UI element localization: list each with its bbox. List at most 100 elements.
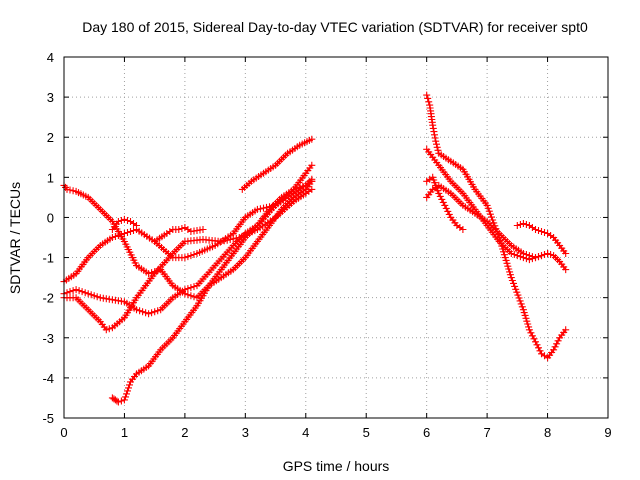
- data-point: [90, 292, 98, 300]
- data-point: [114, 398, 122, 406]
- data-point: [435, 189, 443, 197]
- data-point: [438, 195, 446, 203]
- data-point: [296, 183, 304, 191]
- y-tick-label: -2: [42, 291, 54, 306]
- data-point: [75, 287, 83, 295]
- data-point: [253, 205, 261, 213]
- series-arc-13: [513, 220, 570, 257]
- data-point: [522, 221, 530, 228]
- data-point: [439, 198, 447, 206]
- data-point: [136, 307, 144, 315]
- data-point: [190, 283, 198, 291]
- data-point: [459, 226, 467, 233]
- y-tick-label: 1: [47, 170, 54, 185]
- x-axis-label: GPS time / hours: [283, 458, 390, 474]
- data-point: [308, 135, 316, 143]
- y-tick-label: 0: [47, 210, 54, 225]
- data-point: [117, 397, 125, 405]
- series-arc-9: [423, 91, 570, 362]
- data-point: [502, 256, 510, 264]
- data-point: [547, 251, 555, 258]
- data-point: [199, 226, 207, 233]
- data-point: [226, 236, 234, 243]
- data-point: [513, 252, 521, 260]
- data-point: [145, 270, 153, 278]
- data-point: [503, 259, 511, 267]
- data-point: [513, 288, 521, 296]
- data-point: [518, 303, 526, 311]
- data-point: [260, 204, 267, 212]
- series-arc-8: [238, 135, 316, 193]
- data-point: [124, 229, 131, 236]
- y-tick-label: 3: [47, 90, 54, 105]
- x-tick-label: 1: [121, 425, 128, 440]
- y-axis-label: SDTVAR / TECUs: [7, 182, 23, 294]
- data-point: [500, 251, 508, 259]
- data-point: [308, 185, 316, 193]
- data-point: [488, 213, 495, 221]
- data-point: [69, 287, 77, 295]
- data-point: [290, 185, 298, 193]
- data-point: [519, 220, 527, 227]
- data-point: [187, 252, 195, 260]
- data-point: [554, 337, 562, 345]
- data-point: [87, 291, 95, 299]
- data-point: [220, 237, 228, 245]
- data-point: [533, 341, 541, 349]
- data-point: [190, 293, 198, 301]
- data-point: [519, 250, 527, 257]
- data-point: [190, 251, 198, 258]
- data-point: [148, 309, 156, 317]
- data-point: [532, 226, 539, 233]
- data-point: [217, 238, 225, 245]
- data-point: [538, 228, 545, 235]
- data-point: [256, 205, 264, 213]
- data-series: [60, 91, 570, 406]
- data-point: [528, 332, 536, 340]
- data-point: [126, 381, 133, 389]
- data-point: [528, 253, 536, 261]
- data-point: [72, 286, 80, 294]
- data-point: [78, 288, 86, 296]
- data-point: [541, 251, 548, 258]
- data-point: [514, 291, 522, 299]
- data-point: [69, 187, 77, 195]
- data-point: [105, 325, 113, 333]
- data-point: [184, 285, 192, 293]
- data-point: [505, 265, 513, 273]
- data-point: [513, 222, 521, 229]
- x-tick-label: 2: [181, 425, 188, 440]
- data-point: [430, 128, 438, 136]
- data-point: [154, 267, 162, 275]
- data-point: [535, 344, 542, 352]
- data-point: [444, 207, 452, 215]
- x-tick-label: 0: [60, 425, 67, 440]
- data-point: [525, 252, 533, 260]
- data-point: [551, 343, 559, 351]
- data-point: [125, 384, 132, 392]
- data-point: [120, 215, 128, 223]
- data-point: [516, 253, 524, 261]
- y-tick-label: -1: [42, 251, 54, 266]
- data-point: [436, 192, 444, 200]
- data-point: [122, 393, 129, 401]
- data-point: [516, 297, 524, 305]
- data-point: [485, 207, 493, 215]
- data-point: [562, 266, 570, 274]
- data-point: [429, 121, 437, 129]
- data-point: [541, 229, 548, 236]
- x-tick-label: 5: [363, 425, 370, 440]
- data-point: [308, 161, 316, 169]
- data-point: [524, 320, 532, 328]
- data-point: [223, 236, 231, 244]
- series-arc-7: [108, 215, 140, 233]
- data-point: [517, 300, 525, 308]
- x-tick-label: 3: [242, 425, 249, 440]
- series-arc-6: [151, 224, 207, 245]
- chart-title: Day 180 of 2015, Sidereal Day-to-day VTE…: [82, 19, 588, 35]
- data-point: [550, 346, 558, 354]
- data-point: [484, 204, 492, 212]
- data-point: [81, 289, 89, 297]
- data-point: [133, 222, 140, 229]
- data-point: [102, 326, 110, 334]
